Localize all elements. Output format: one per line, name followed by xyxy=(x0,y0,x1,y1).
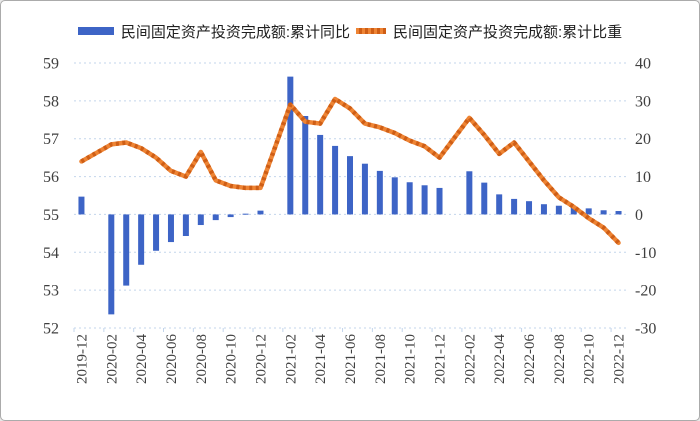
right-axis-label: 40 xyxy=(635,56,651,73)
x-axis-label: 2020-08 xyxy=(194,334,210,384)
bar-2021-04 xyxy=(317,134,324,215)
x-axis-label: 2021-04 xyxy=(313,334,329,384)
left-axis-label: 52 xyxy=(43,321,59,338)
x-axis-label: 2021-10 xyxy=(403,334,419,384)
legend-item-share: 民间固定资产投资完成额:累计比重 xyxy=(356,21,622,42)
left-axis-label: 53 xyxy=(43,283,59,300)
bar-2021-12 xyxy=(436,187,443,215)
x-axis-label: 2022-04 xyxy=(492,334,508,384)
bar-2022-04 xyxy=(496,194,503,215)
right-axis-label: 20 xyxy=(635,131,651,148)
right-axis-label: 0 xyxy=(635,207,643,224)
bar-2020-08 xyxy=(197,214,204,226)
x-axis-label: 2020-10 xyxy=(224,334,240,384)
bar-2020-12 xyxy=(257,210,264,215)
legend-item-yoy: 民间固定资产投资完成额:累计同比 xyxy=(77,21,350,42)
left-axis-label: 58 xyxy=(43,93,59,110)
bar-2022-08 xyxy=(555,205,562,215)
bar-2021-09 xyxy=(391,177,398,215)
bar-2021-03 xyxy=(302,116,309,215)
bar-2020-07 xyxy=(182,214,189,237)
bar-2020-02 xyxy=(108,214,115,315)
bar-2020-03 xyxy=(123,214,130,286)
x-axis-label: 2020-06 xyxy=(164,334,180,384)
bar-swatch-icon xyxy=(77,27,114,35)
x-axis-label: 2019-12 xyxy=(74,334,90,384)
bar-2020-10 xyxy=(227,214,234,218)
bar-2022-09 xyxy=(570,206,577,215)
x-axis-label: 2020-02 xyxy=(104,334,120,384)
bar-2020-11 xyxy=(242,213,249,215)
bar-2022-03 xyxy=(481,182,488,215)
left-axis-label: 59 xyxy=(43,56,59,73)
right-axis-label: -20 xyxy=(635,283,656,300)
bar-2022-12 xyxy=(615,211,622,215)
x-axis-label: 2021-02 xyxy=(283,334,299,384)
share-line-stripes xyxy=(80,96,621,245)
bar-2021-10 xyxy=(406,182,413,215)
x-axis-label: 2021-06 xyxy=(343,334,359,384)
bar-2022-10 xyxy=(585,208,592,215)
chart-legend: 民间固定资产投资完成额:累计同比 民间固定资产投资完成额:累计比重 xyxy=(1,19,699,43)
left-axis-label: 55 xyxy=(43,207,59,224)
bar-2021-02 xyxy=(287,76,294,215)
right-axis-label: -30 xyxy=(635,321,656,338)
left-axis-label: 54 xyxy=(43,245,59,262)
bar-2021-07 xyxy=(361,163,368,215)
bar-2022-06 xyxy=(526,201,533,215)
x-axis-label: 2020-12 xyxy=(253,334,269,384)
x-axis-label: 2022-02 xyxy=(462,334,478,384)
right-axis-label: -10 xyxy=(635,245,656,262)
left-axis-label: 57 xyxy=(43,131,59,148)
x-axis-label: 2022-10 xyxy=(582,334,598,384)
bar-2022-07 xyxy=(540,204,547,215)
bar-2020-04 xyxy=(138,214,145,265)
bar-2021-05 xyxy=(332,145,339,215)
bar-2021-06 xyxy=(347,156,353,215)
right-axis-label: 30 xyxy=(635,93,651,110)
x-axis-label: 2022-08 xyxy=(552,334,568,384)
bar-2022-02 xyxy=(466,171,473,215)
left-axis-label: 56 xyxy=(43,169,59,186)
bar-2021-11 xyxy=(421,185,428,215)
bar-2020-05 xyxy=(153,214,160,251)
x-axis-label: 2022-12 xyxy=(612,334,628,384)
bar-2019-12 xyxy=(78,196,85,215)
bar-2020-09 xyxy=(212,214,219,221)
bar-2022-05 xyxy=(511,198,518,215)
x-axis-label: 2021-12 xyxy=(433,334,449,384)
line-swatch-icon xyxy=(356,28,386,34)
right-axis-label: 10 xyxy=(635,169,651,186)
legend-label-yoy: 民间固定资产投资完成额:累计同比 xyxy=(120,23,350,41)
legend-label-share: 民间固定资产投资完成额:累计比重 xyxy=(393,23,623,41)
bar-2022-11 xyxy=(600,210,607,215)
bar-2021-08 xyxy=(376,170,383,215)
x-axis-label: 2020-04 xyxy=(134,334,150,384)
x-axis-label: 2022-06 xyxy=(522,334,538,384)
x-axis-label: 2021-08 xyxy=(373,334,389,384)
bar-2020-06 xyxy=(167,214,174,243)
